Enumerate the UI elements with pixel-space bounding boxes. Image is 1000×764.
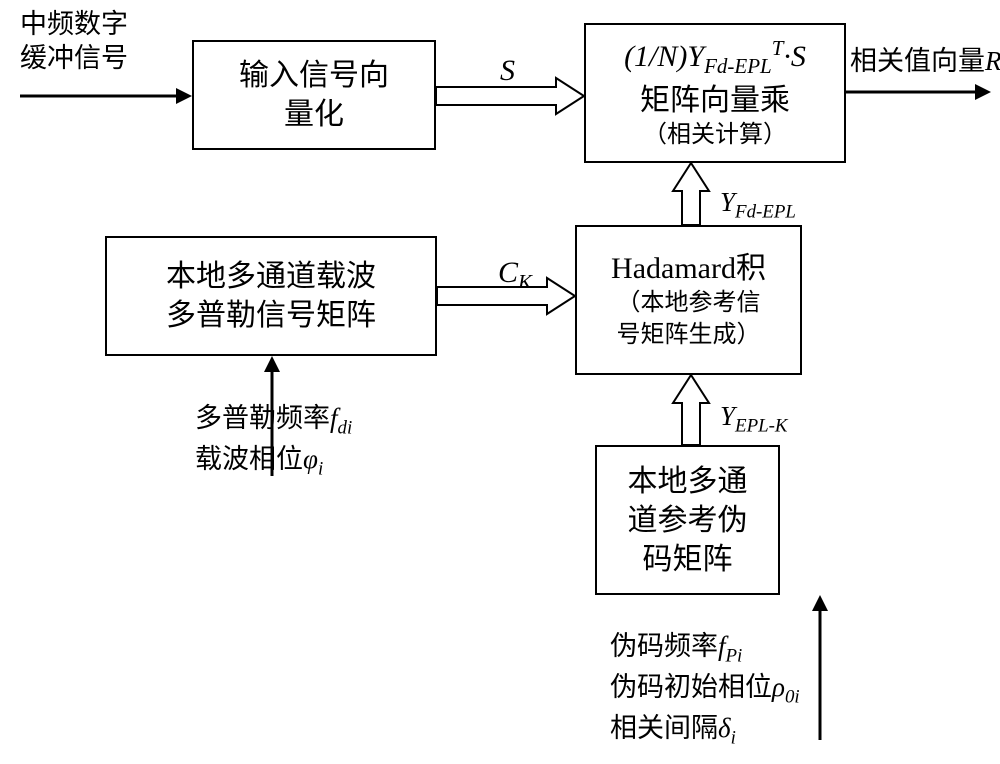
node-hadamard-sub1: （本地参考信: [617, 288, 761, 319]
node-doppler-line1: 本地多通道载波: [166, 257, 376, 296]
node-pncode: 本地多通 道参考伪 码矩阵: [595, 445, 780, 595]
label-pncode-input: 伪码频率fPi 伪码初始相位ρ0i 相关间隔δi: [610, 628, 800, 751]
node-hadamard-sub2: 号矩阵生成）: [617, 320, 761, 351]
node-matvec-sub: （相关计算）: [643, 120, 787, 151]
arrow-input-signal: [20, 86, 192, 106]
node-hadamard-title: Hadamard积: [611, 249, 766, 288]
node-doppler: 本地多通道载波 多普勒信号矩阵: [105, 236, 437, 356]
node-doppler-line2: 多普勒信号矩阵: [166, 296, 376, 335]
node-pncode-line3: 码矩阵: [643, 540, 733, 579]
arrow-doppler-input: [262, 356, 282, 476]
node-hadamard: Hadamard积 （本地参考信 号矩阵生成）: [575, 225, 802, 375]
node-pncode-line1: 本地多通: [628, 462, 748, 501]
arrow-Ck: [437, 278, 575, 314]
arrow-pncode-input: [810, 595, 830, 740]
node-input-vectorize-line2: 量化: [284, 95, 344, 134]
arrow-YEPLK: [673, 375, 709, 445]
node-matvec-formula: (1/N)YFd-EPLT·S: [624, 35, 806, 80]
node-matvec-line2: 矩阵向量乘: [640, 81, 790, 120]
node-matvec: (1/N)YFd-EPLT·S 矩阵向量乘 （相关计算）: [584, 23, 846, 163]
label-Rk: 相关值向量RK: [850, 45, 1000, 83]
node-input-vectorize: 输入信号向 量化: [192, 40, 436, 150]
arrow-Rk: [846, 82, 991, 102]
label-input-signal: 中频数字 缓冲信号: [20, 8, 128, 76]
label-YFdEPL: YFd-EPL: [720, 186, 796, 224]
node-input-vectorize-line1: 输入信号向: [239, 56, 389, 95]
label-YEPLK: YEPL-K: [720, 400, 788, 438]
arrow-S: [436, 78, 584, 114]
arrow-YFdEPL: [673, 163, 709, 225]
node-pncode-line2: 道参考伪: [628, 501, 748, 540]
